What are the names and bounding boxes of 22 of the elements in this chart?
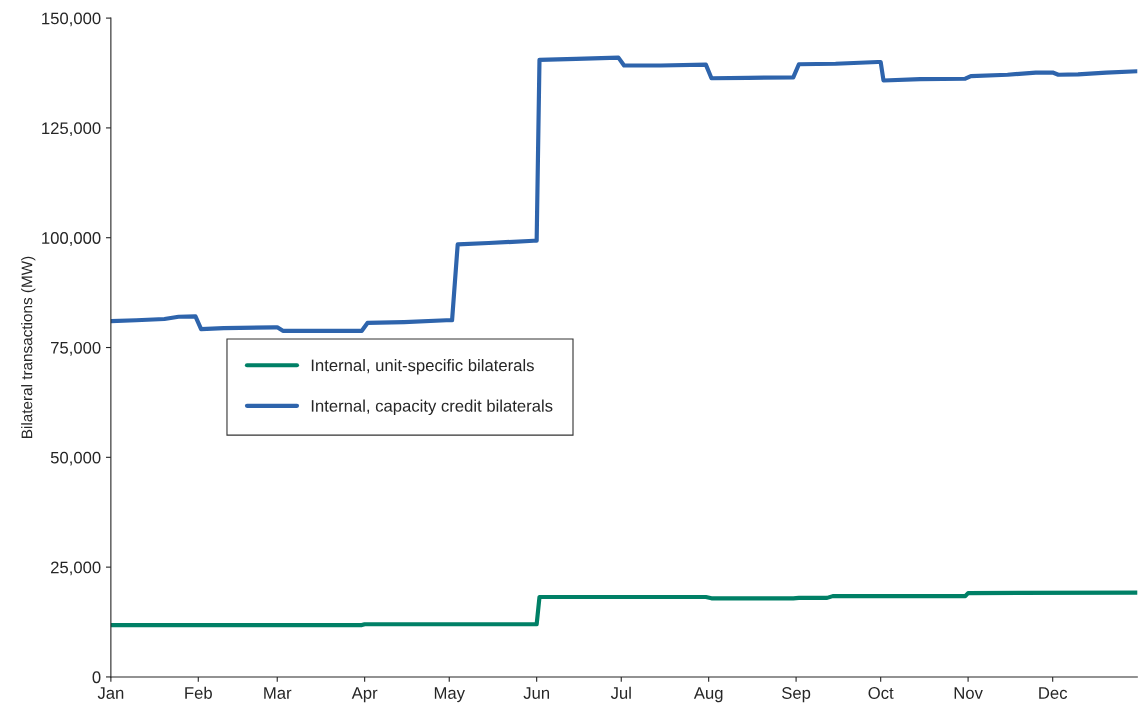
x-tick-label: Nov bbox=[954, 687, 983, 699]
x-tick-label: Dec bbox=[1039, 687, 1068, 699]
y-tick-label: 100,000 bbox=[42, 232, 101, 246]
y-tick-label: 75,000 bbox=[51, 341, 101, 356]
y-tick-label: 25,000 bbox=[51, 561, 101, 576]
x-tick-label: Sep bbox=[782, 687, 811, 703]
x-tick-label: Feb bbox=[185, 686, 212, 699]
x-tick-label: Aug bbox=[693, 687, 723, 703]
x-tick-label: Oct bbox=[868, 687, 894, 699]
legend-label: Internal, capacity credit bilaterals bbox=[311, 399, 553, 416]
y-tick-label: 125,000 bbox=[42, 122, 101, 137]
y-tick-label: 50,000 bbox=[50, 451, 101, 466]
y-axis-title: Bilateral transactions (MW) bbox=[21, 256, 36, 438]
x-tick-label: May bbox=[434, 687, 465, 703]
x-tick-label: Jul bbox=[610, 686, 631, 699]
x-tick-label: Jan bbox=[97, 687, 124, 699]
legend-label: Internal, unit-specific bilaterals bbox=[311, 359, 534, 375]
x-tick-label: Mar bbox=[264, 687, 292, 699]
x-tick-label: Apr bbox=[351, 687, 378, 703]
y-tick-label: 0 bbox=[92, 671, 101, 684]
y-tick-label: 150,000 bbox=[42, 12, 101, 27]
x-tick-label: Jun bbox=[523, 687, 550, 699]
